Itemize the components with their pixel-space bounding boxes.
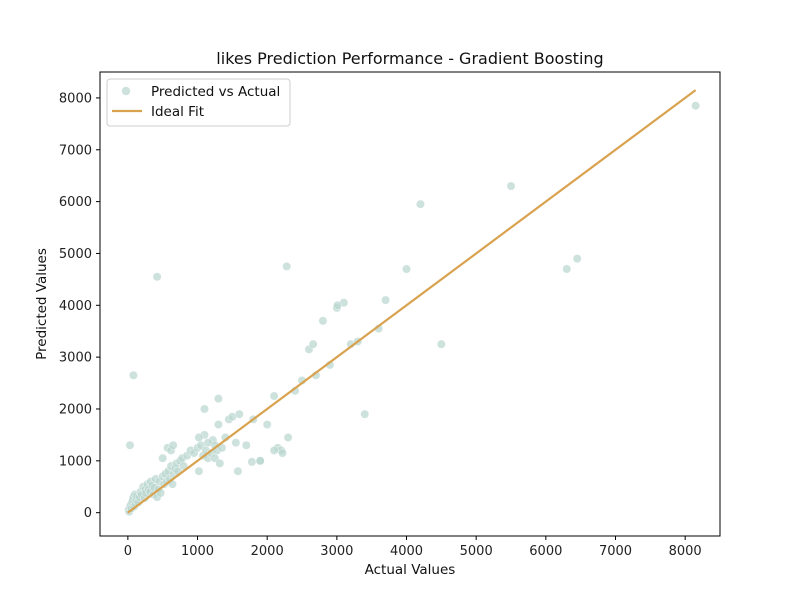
- data-point: [319, 317, 327, 325]
- x-tick-label: 6000: [529, 544, 562, 559]
- data-point: [248, 458, 256, 466]
- y-tick-label: 2000: [59, 402, 92, 417]
- data-point: [159, 454, 167, 462]
- x-tick-label: 1000: [181, 544, 214, 559]
- legend-label-points: Predicted vs Actual: [151, 84, 280, 100]
- x-tick-label: 3000: [320, 544, 353, 559]
- data-point: [284, 433, 292, 441]
- data-point: [278, 449, 286, 457]
- data-point: [381, 296, 389, 304]
- x-tick-label: 5000: [460, 544, 493, 559]
- data-point: [232, 438, 240, 446]
- data-point: [153, 273, 161, 281]
- y-tick-label: 5000: [59, 247, 92, 262]
- x-tick-label: 4000: [390, 544, 423, 559]
- data-point: [270, 392, 278, 400]
- x-tick-label: 8000: [669, 544, 702, 559]
- data-point: [214, 394, 222, 402]
- data-point: [242, 441, 250, 449]
- data-point: [235, 410, 243, 418]
- data-point: [256, 457, 264, 465]
- data-point: [361, 410, 369, 418]
- y-tick-label: 6000: [59, 195, 92, 210]
- data-point: [309, 340, 317, 348]
- data-point: [195, 467, 203, 475]
- data-point: [507, 182, 515, 190]
- data-point: [263, 420, 271, 428]
- data-point: [216, 459, 224, 467]
- legend: Predicted vs Actual Ideal Fit: [107, 79, 290, 126]
- y-tick-label: 3000: [59, 351, 92, 366]
- y-axis-label: Predicted Values: [34, 248, 50, 360]
- y-tick-label: 4000: [59, 299, 92, 314]
- data-point: [270, 446, 278, 454]
- data-point: [402, 265, 410, 273]
- data-point: [333, 301, 341, 309]
- data-point: [200, 405, 208, 413]
- legend-point-marker: [122, 87, 130, 95]
- data-point: [563, 265, 571, 273]
- data-point: [691, 102, 699, 110]
- chart-title: likes Prediction Performance - Gradient …: [216, 49, 603, 68]
- data-point: [437, 340, 445, 348]
- x-tick-label: 7000: [599, 544, 632, 559]
- data-point: [195, 433, 203, 441]
- data-point: [169, 441, 177, 449]
- y-tick-label: 8000: [59, 91, 92, 106]
- x-axis-label: Actual Values: [365, 562, 456, 578]
- y-tick-label: 0: [84, 506, 92, 521]
- x-tick-label: 0: [124, 544, 132, 559]
- y-tick-label: 1000: [59, 454, 92, 469]
- data-point: [129, 371, 137, 379]
- x-tick-label: 2000: [251, 544, 284, 559]
- data-point: [204, 438, 212, 446]
- data-point: [126, 441, 134, 449]
- data-point: [234, 467, 242, 475]
- data-point: [283, 262, 291, 270]
- legend-label-line: Ideal Fit: [151, 104, 204, 120]
- data-point: [214, 420, 222, 428]
- y-tick-label: 7000: [59, 143, 92, 158]
- data-point: [416, 200, 424, 208]
- data-point: [573, 254, 581, 262]
